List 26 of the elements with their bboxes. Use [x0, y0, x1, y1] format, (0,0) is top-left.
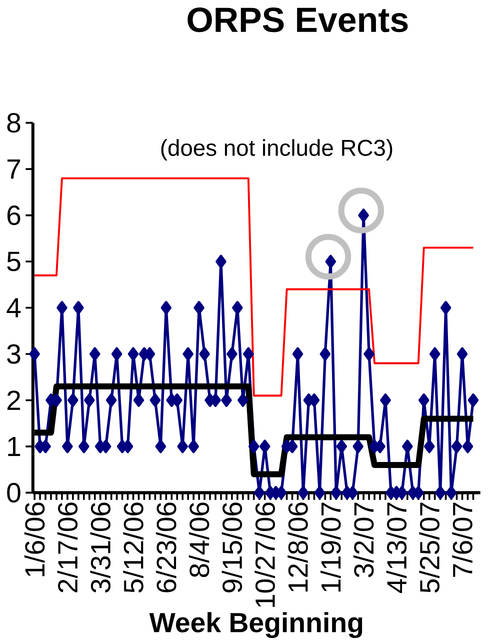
y-tick-label: 1 [8, 436, 20, 456]
chart-title: ORPS Events [188, 7, 408, 32]
y-tick-label: 3 [7, 344, 20, 364]
x-tick-label: 6/23/06 [156, 502, 177, 592]
x-tick-label: 3/2/07 [354, 502, 374, 578]
x-tick-label: 3/31/06 [90, 502, 111, 593]
y-tick-label: 8 [7, 113, 20, 133]
y-tick-label: 7 [8, 160, 20, 179]
x-tick-label: 2/17/06 [58, 502, 78, 592]
y-tick-label: 4 [6, 298, 21, 318]
x-tick-label: 7/6/07 [452, 502, 473, 577]
y-tick-label: 6 [8, 206, 20, 226]
x-tick-label: 8/4/06 [189, 502, 210, 578]
x-tick-label: 5/12/06 [123, 502, 144, 593]
text: (does not include RC3) [162, 139, 392, 160]
x-tick-label: 1/19/07 [320, 502, 342, 592]
x-tick-label: 5/25/07 [419, 502, 440, 593]
x-axis-title: Week Beginning [150, 612, 362, 638]
y-tick-label: 0 [7, 482, 21, 502]
x-tick-label: 4/13/07 [386, 502, 407, 594]
y-tick-label: 5 [7, 252, 20, 272]
x-tick-label: 1/6/06 [24, 502, 45, 576]
x-tick-label: 10/27/06 [254, 502, 276, 607]
x-tick-label: 12/8/06 [288, 502, 308, 592]
x-tick-label: 9/15/06 [222, 502, 242, 592]
y-tick-label: 2 [8, 390, 20, 410]
